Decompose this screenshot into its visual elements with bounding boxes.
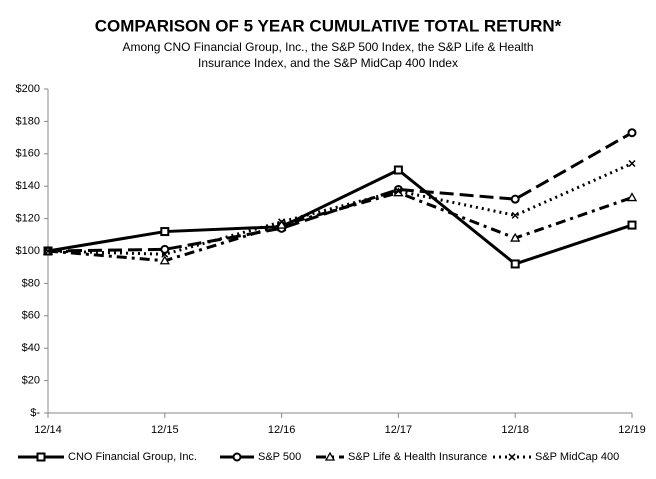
- marker: [627, 220, 637, 230]
- y-tick-label: $100: [16, 245, 40, 257]
- y-tick-label: $120: [16, 213, 40, 225]
- marker: [626, 192, 638, 202]
- marker: [510, 194, 520, 204]
- y-tick-label: $180: [16, 115, 40, 127]
- marker: [393, 165, 403, 175]
- marker: [232, 452, 242, 462]
- legend-label: S&P Life & Health Insurance: [348, 451, 487, 463]
- marker: [160, 227, 170, 237]
- series-line: [47, 191, 633, 263]
- marker: [510, 232, 521, 242]
- y-tick-label: $-: [30, 407, 40, 419]
- marker: [508, 453, 516, 461]
- marker: [511, 211, 519, 219]
- marker: [510, 259, 520, 269]
- legend-label: S&P 500: [258, 451, 301, 463]
- marker: [278, 218, 286, 226]
- y-tick-label: $160: [16, 148, 40, 160]
- legend-label: CNO Financial Group, Inc.: [68, 451, 197, 463]
- x-tick-label: 12/15: [151, 424, 179, 436]
- y-tick-label: $20: [22, 375, 40, 387]
- x-tick-label: 12/19: [618, 424, 646, 436]
- legend-label: S&P MidCap 400: [535, 451, 619, 463]
- chart-subtitle: Among CNO Financial Group, Inc., the S&P…: [122, 40, 533, 54]
- marker: [324, 451, 336, 461]
- marker: [628, 159, 636, 168]
- x-tick-label: 12/18: [501, 424, 529, 436]
- marker: [627, 128, 637, 138]
- series-line: [47, 168, 633, 266]
- x-tick-label: 12/17: [385, 424, 413, 436]
- marker: [44, 247, 52, 255]
- y-tick-label: $40: [22, 342, 40, 354]
- marker: [161, 250, 169, 258]
- series-line: [47, 162, 633, 256]
- marker: [36, 452, 46, 462]
- marker: [394, 187, 402, 195]
- chart-title: COMPARISON OF 5 YEAR CUMULATIVE TOTAL RE…: [95, 16, 562, 35]
- marker: [159, 255, 170, 265]
- y-tick-label: $80: [22, 277, 40, 289]
- y-tick-label: $140: [16, 180, 40, 192]
- y-tick-label: $60: [22, 310, 40, 322]
- y-tick-label: $200: [16, 83, 40, 95]
- series-line: [47, 131, 633, 253]
- x-tick-label: 12/16: [268, 424, 296, 436]
- chart-subtitle: Insurance Index, and the S&P MidCap 400 …: [198, 56, 458, 70]
- x-tick-label: 12/14: [34, 424, 62, 436]
- marker: [160, 244, 170, 254]
